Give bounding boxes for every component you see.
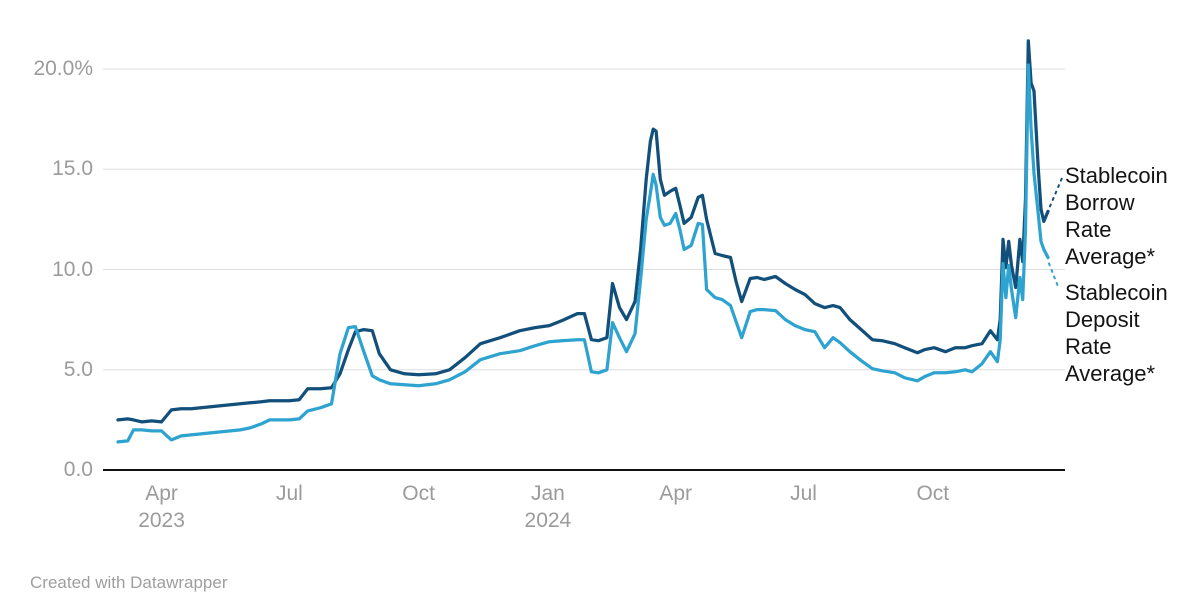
series-label-borrow-line4: Average* <box>1065 244 1156 269</box>
x-tick-label-2024-07-01: Jul <box>790 482 817 505</box>
borrow-label-connector <box>1049 177 1063 208</box>
x-tick-label-2023-04-01: Apr <box>145 482 178 505</box>
x-tick-year-2024: 2024 <box>524 509 572 532</box>
y-tick-label-10: 10.0 <box>52 257 93 281</box>
series-label-deposit-line4: Average* <box>1065 361 1156 386</box>
series-label-deposit-line2: Deposit <box>1065 307 1140 332</box>
x-tick-year-2023: 2023 <box>138 509 185 532</box>
y-tick-label-15: 15.0 <box>52 157 93 181</box>
series-label-borrow-line1: Stablecoin <box>1065 163 1168 188</box>
y-tick-label-5: 5.0 <box>63 357 93 381</box>
datawrapper-credit: Created with Datawrapper <box>30 573 228 592</box>
series-label-deposit-line1: Stablecoin <box>1065 280 1168 305</box>
x-tick-label-2024-04-01: Apr <box>659 482 693 505</box>
series-label-deposit: Stablecoin Deposit Rate Average* <box>1065 279 1199 387</box>
deposit-label-connector <box>1048 262 1060 290</box>
deposit-rate-line <box>116 63 1050 444</box>
x-tick-label-2024-01-01: Jan <box>530 482 565 505</box>
x-tick-label-2023-07-01: Jul <box>275 482 303 505</box>
series-label-borrow-line3: Rate <box>1065 217 1112 242</box>
borrow-rate-line <box>116 39 1050 424</box>
y-tick-label-20: 20.0% <box>33 57 93 80</box>
series-label-borrow-line2: Borrow <box>1065 190 1135 215</box>
y-tick-label-0: 0.0 <box>63 458 93 481</box>
x-tick-label-2024-10-01: Oct <box>916 482 950 505</box>
series-label-deposit-line3: Rate <box>1065 334 1112 359</box>
series-label-borrow: Stablecoin Borrow Rate Average* <box>1065 162 1199 270</box>
x-tick-label-2023-10-01: Oct <box>402 482 435 505</box>
